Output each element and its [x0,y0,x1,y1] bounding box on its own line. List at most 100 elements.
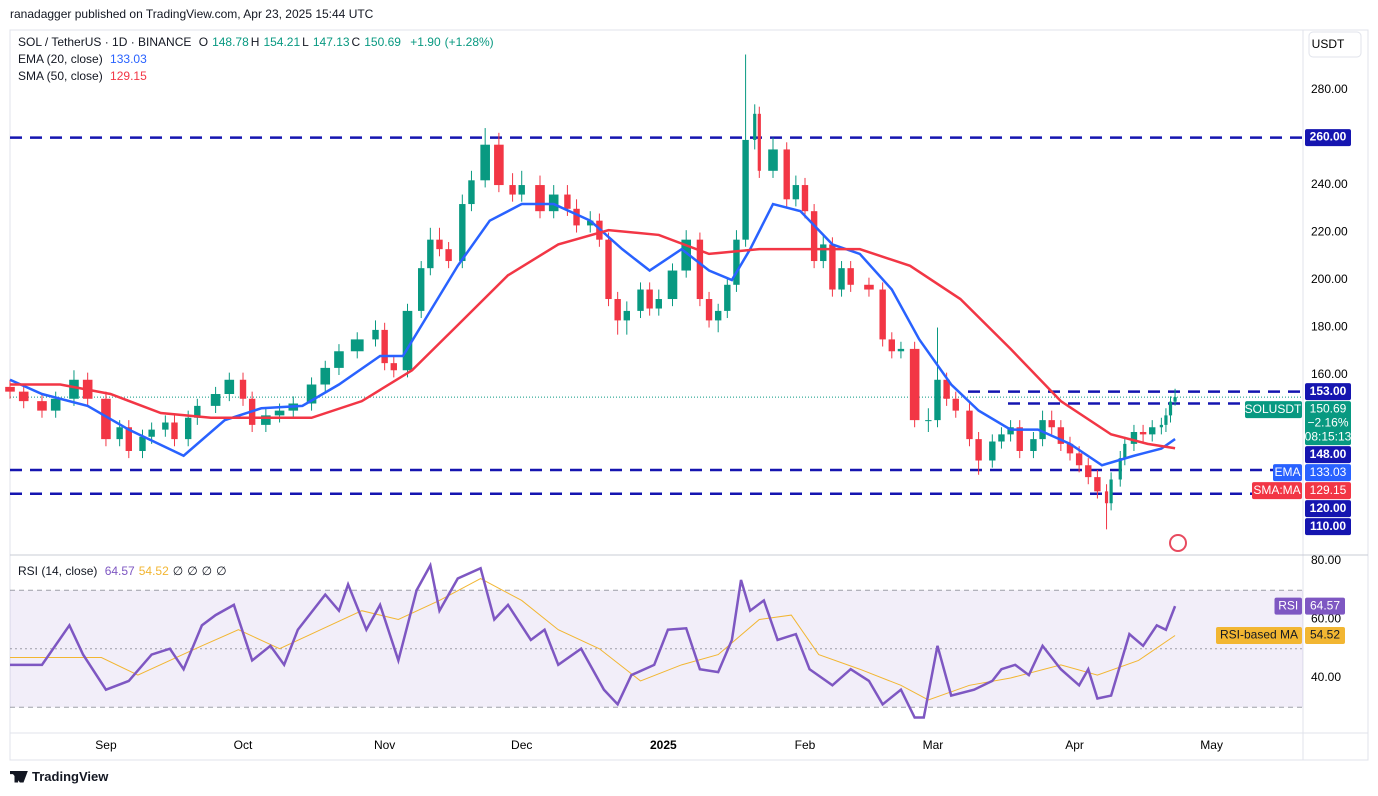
placeholder: ∅ [216,564,227,578]
candle-body [864,284,874,290]
ema-value: 133.03 [110,52,151,66]
indicator-tag [1273,464,1302,482]
last-change: −2.16% [1307,415,1348,429]
x-tick-label: Mar [923,738,944,752]
candle-body [1030,439,1037,451]
candle-body [768,149,778,171]
currency: USDT [1312,37,1345,51]
ohlc-value: 154.21 [263,35,301,49]
candle-body [975,439,982,461]
symbol-legend: SOL / TetherUS · 1D · BINANCE O 148.78 H 15… [18,35,498,49]
rsi-line [10,561,1177,719]
candle-body [139,436,146,451]
candle-body [418,268,425,311]
rsi-legend: RSI (14, close) 64.57 54.52 ∅ ∅ ∅ ∅ [18,564,235,578]
y-tick-label: 180.00 [1311,320,1348,334]
candle-body [390,363,397,371]
change: +1.90 [410,35,441,49]
candle-body [753,113,757,140]
candle-body [989,441,996,461]
badge-value: 129.15 [1310,483,1347,497]
candle-body [148,429,155,437]
candle-body [1048,420,1055,428]
candle-body [587,220,594,226]
rsi-line [10,577,1176,701]
candle-body [733,239,740,285]
candle-body [1085,465,1092,478]
candle-body [757,113,761,171]
indicator-tag-label: EMA [1274,465,1300,479]
candle-body [646,289,653,309]
candle-body [667,270,678,300]
candle-body [210,394,221,406]
rsi-tick-label: 60.00 [1311,612,1341,626]
indicator-line [9,202,1176,467]
candle-body [1057,427,1065,444]
candle-body [1149,427,1156,435]
price-badge [1305,401,1351,446]
candle-body [952,398,959,411]
rsi-name[interactable]: RSI (14, close) [18,564,98,578]
candle-body [334,351,344,368]
sma-legend: SMA (50, close) 129.15 [18,69,155,83]
candle-body [838,268,845,290]
symbol-title[interactable]: SOL / TetherUS · 1D · BINANCE [18,35,192,49]
candle-body [50,398,61,411]
candle-body [239,379,247,399]
candle-body [829,244,836,290]
price-axis: Sep Oct Nov Dec 2025 Feb Mar Apr May 160.00 180.00… [95,82,1351,752]
candle-body [1094,477,1101,492]
ohlc-key: C [351,35,361,49]
currency-box[interactable] [1308,31,1362,58]
x-tick-label: Dec [511,738,532,752]
candle-body [801,185,809,212]
sma-last: 129.15 [110,69,147,83]
candle-body [783,149,790,200]
price-badge [1305,518,1351,536]
candle-body [18,391,29,402]
sma-name[interactable]: SMA (50, close) [18,69,103,83]
candle-body [792,185,800,200]
logo [10,770,28,783]
badge-value: 153.00 [1310,384,1347,398]
candle-body [943,379,950,399]
indicator-line [10,228,1176,450]
candle-body [934,379,941,421]
badge-value: 120.00 [1310,501,1347,515]
y-tick-label: 160.00 [1311,367,1348,381]
candle-body [681,239,691,271]
candle-body [925,420,932,422]
rsi-values: 64.57 54.52 ∅ ∅ ∅ ∅ [105,564,231,578]
candle-body [637,289,644,311]
candle-body [998,434,1005,442]
sma-value: 129.15 [110,69,151,83]
candle-body [261,415,271,425]
badge-value: 260.00 [1310,130,1347,144]
candle-body [116,427,123,440]
x-tick-label: Apr [1065,738,1084,752]
price-badge [1305,500,1351,518]
rsi-tick-label: 80.00 [1311,553,1341,567]
candle-body [69,379,79,399]
ema-name[interactable]: EMA (20, close) [18,52,103,66]
candle-body [274,410,285,416]
candle-body [1139,432,1147,435]
candle-body [810,211,818,262]
candle-body [402,310,413,371]
candle-body [162,422,169,430]
candle-body [897,348,905,352]
candle-body [509,185,516,195]
placeholder: ∅ [187,564,198,578]
candle-body [436,239,443,250]
x-tick-label: Sep [95,738,117,752]
candle-body [350,339,364,352]
candle-body [1104,491,1109,504]
ema-last: 133.03 [110,52,147,66]
indicator-tag [1252,482,1302,500]
rsi-badge [1305,597,1345,615]
alert-icon[interactable] [1169,534,1187,552]
candle-body [427,239,434,269]
candle-body [742,139,749,240]
price-badge [1305,129,1351,147]
